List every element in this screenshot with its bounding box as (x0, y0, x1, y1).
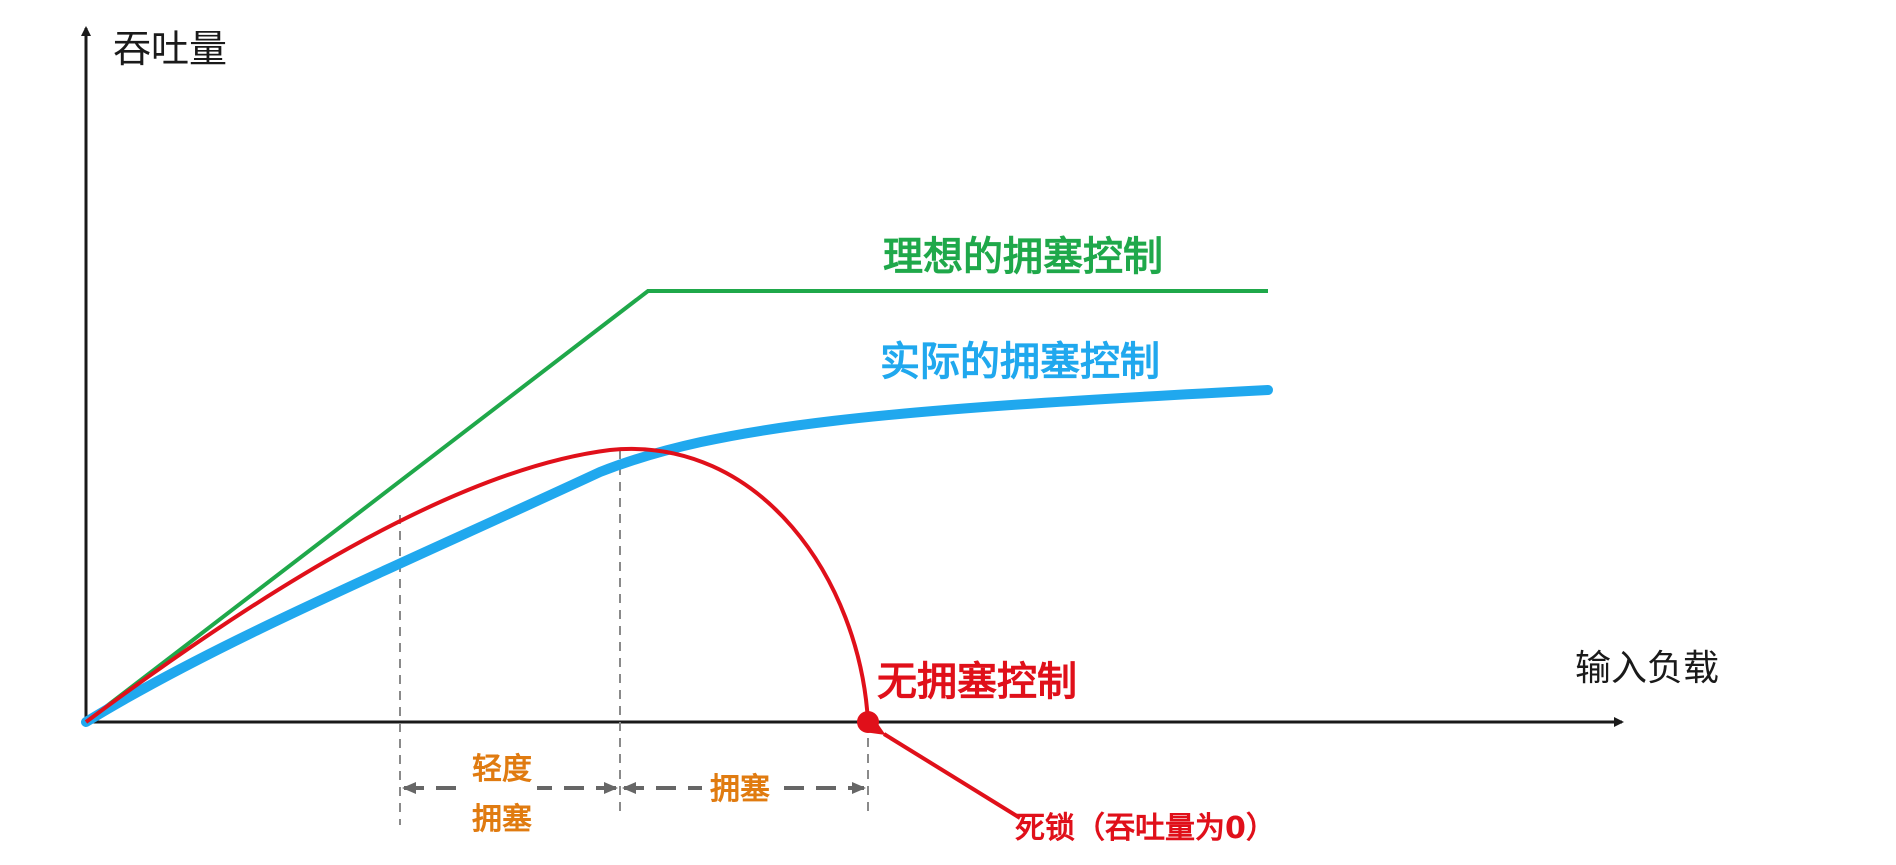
ideal-curve-label: 理想的拥塞控制 (883, 234, 1163, 280)
y-axis-label: 吞吐量 (113, 27, 227, 71)
congestion-label: 拥塞 (710, 772, 770, 807)
ideal-curve (84, 289, 1268, 724)
x-axis-label: 输入负载 (1575, 648, 1719, 689)
no-control-curve-label: 无拥塞控制 (877, 659, 1077, 705)
actual-curve-label: 实际的拥塞控制 (880, 339, 1160, 385)
no-control-curve (84, 446, 870, 724)
light-congestion-label-line1: 轻度 (472, 752, 532, 787)
light-congestion-label-bg (467, 750, 537, 834)
congestion-label-bg (702, 768, 778, 808)
deadlock-pointer-arrow (868, 720, 1022, 820)
actual-curve (81, 385, 1273, 727)
deadlock-point (857, 711, 879, 733)
light-congestion-label-line2: 拥塞 (472, 802, 532, 837)
deadlock-annotation: 死锁（吞吐量为0） (1015, 811, 1276, 846)
